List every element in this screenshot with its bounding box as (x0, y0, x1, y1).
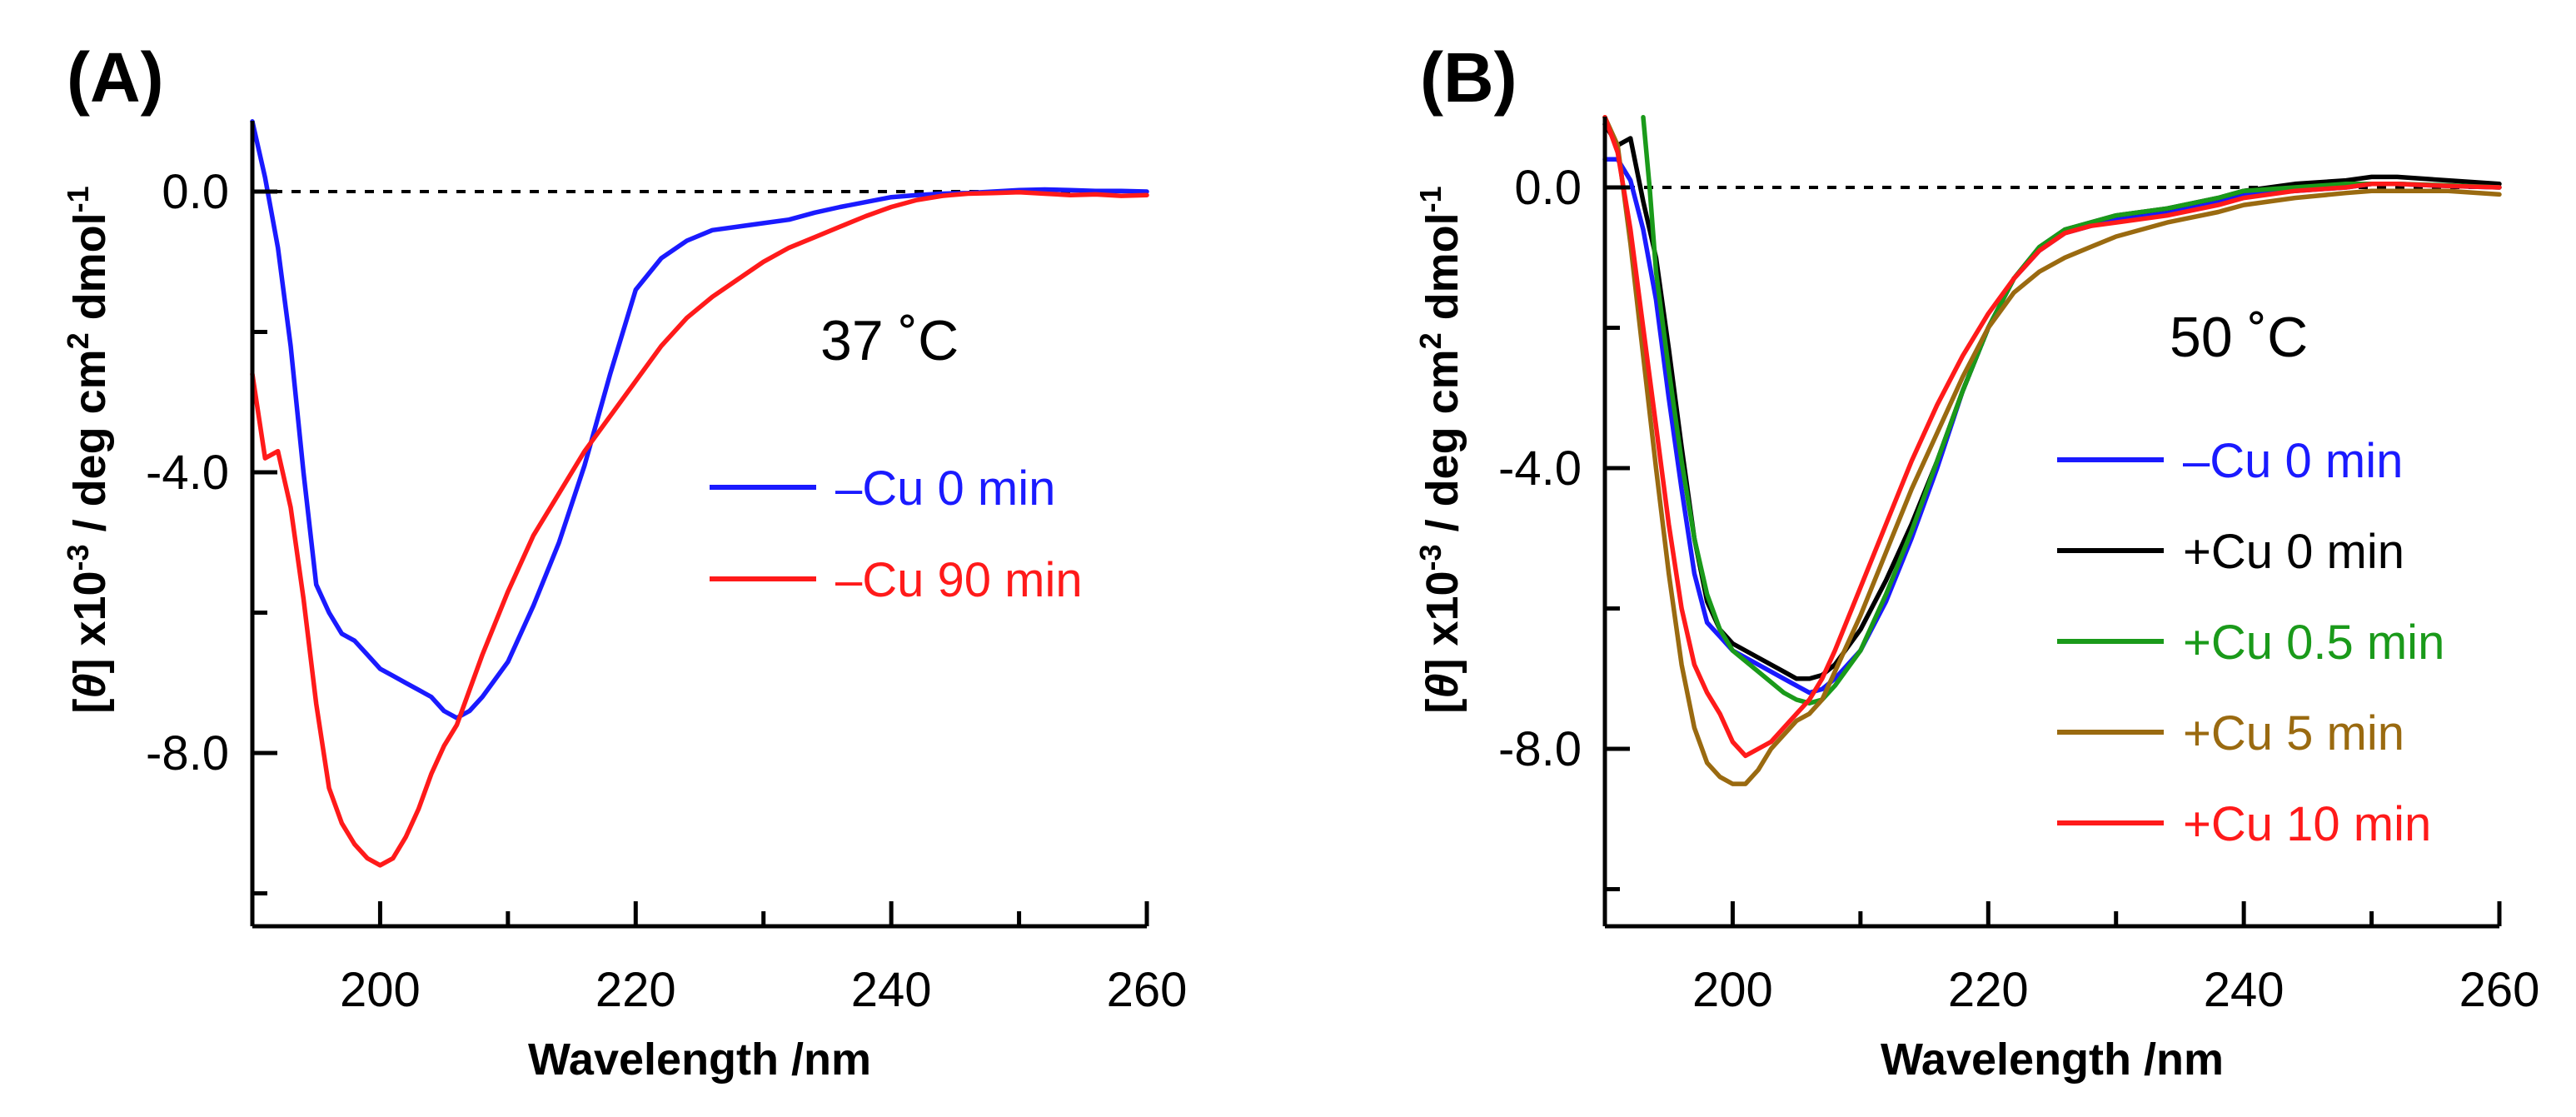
panel-a-series (250, 119, 1149, 868)
panel-b-temperature-label: 50 ˚C (2170, 306, 2308, 369)
panel-b-label: (B) (1420, 38, 1517, 117)
panel-b-legend-label-4: +Cu 10 min (2183, 797, 2431, 851)
panel-b-legend-label-3: +Cu 5 min (2183, 706, 2404, 760)
panel-a-legend-label-1: –Cu 90 min (835, 553, 1083, 607)
panel-a-temperature-label: 37 ˚C (820, 309, 959, 372)
panel-a-legend: –Cu 0 min –Cu 90 min (710, 461, 1083, 607)
panel-b-x-ticks: 200 220 240 260 (1602, 901, 2540, 1017)
panel-a-series-line-0 (250, 119, 1149, 721)
panel-b-x-tick-label: 240 (2204, 963, 2285, 1017)
panel-b-y-axis-title: [θ] x10-3 / deg cm2 dmol-1 (1413, 186, 1467, 713)
panel-a-x-tick-label: 260 (1107, 963, 1188, 1017)
panel-a-x-tick-label: 220 (595, 963, 676, 1017)
panel-a-y-tick-label: -4.0 (146, 446, 229, 500)
panel-b-y-tick-label: 0.0 (1514, 161, 1582, 215)
panel-b-x-axis-title: Wavelength /nm (1881, 1035, 2224, 1085)
panel-a-legend-label-0: –Cu 0 min (835, 461, 1055, 516)
panel-b-series-line-1 (1602, 122, 2502, 681)
panel-b-x-tick-label: 220 (1948, 963, 2029, 1017)
panel-b-y-ticks: 0.0 -4.0 -8.0 (1498, 161, 1630, 891)
panel-a-y-ticks: 0.0 -4.0 -8.0 (146, 165, 277, 895)
panel-b-series-line-4 (1602, 115, 2502, 759)
panel-b-legend: –Cu 0 min +Cu 0 min +Cu 0.5 min +Cu 5 min +C… (2057, 434, 2444, 851)
panel-b-series-line-0 (1602, 157, 2502, 696)
panel-b-series-line-3 (1602, 115, 2502, 786)
panel-b-series (1602, 115, 2502, 786)
panel-b-x-tick-label: 260 (2459, 963, 2540, 1017)
panel-b-legend-label-1: +Cu 0 min (2183, 525, 2404, 579)
panel-a-x-axis-title: Wavelength /nm (528, 1035, 871, 1085)
panel-a-y-tick-label: 0.0 (162, 165, 229, 219)
panel-a-series-line-1 (250, 190, 1149, 868)
panel-b: (B) [θ] x10-3 / deg cm2 dmol-1 200 220 240… (1413, 38, 2539, 1085)
panel-a-y-axis-title: [θ] x10-3 / deg cm2 dmol-1 (61, 186, 115, 713)
panel-b-series-line-2 (1641, 115, 2502, 706)
panel-b-legend-label-0: –Cu 0 min (2183, 434, 2403, 488)
panel-a-x-tick-label: 200 (340, 963, 421, 1017)
panel-b-y-tick-label: -4.0 (1498, 441, 1582, 496)
panel-b-legend-label-2: +Cu 0.5 min (2183, 616, 2444, 670)
panel-b-y-tick-label: -8.0 (1498, 722, 1582, 776)
panel-a: (A) [θ] x10-3 / deg cm2 dmol-1 200 220 240… (61, 38, 1187, 1085)
panel-a-label: (A) (67, 38, 164, 117)
panel-a-x-ticks: 200 220 240 260 (250, 901, 1188, 1017)
panel-b-x-tick-label: 200 (1692, 963, 1773, 1017)
panel-a-x-tick-label: 240 (851, 963, 932, 1017)
panel-a-y-tick-label: -8.0 (146, 726, 229, 780)
